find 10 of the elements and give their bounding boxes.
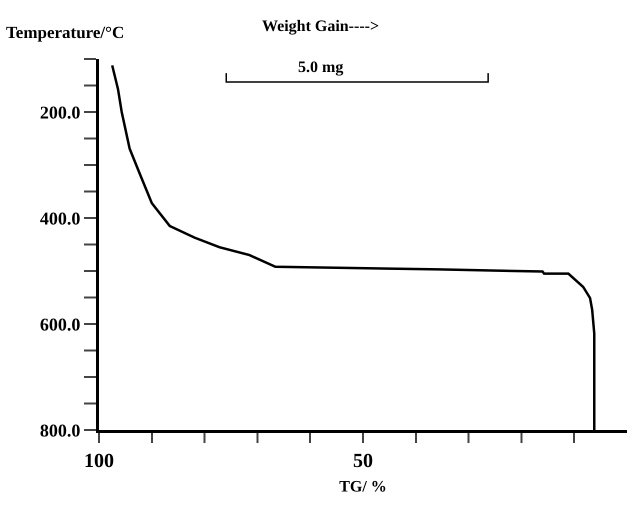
text: Weight Gain---->	[262, 18, 380, 35]
x-tick-label: 100	[84, 450, 114, 472]
y-tick-label: 600.0	[40, 314, 80, 334]
y-axis-title: Temperature/°C	[6, 23, 124, 42]
x-tick-label: 50	[353, 450, 373, 472]
x-axis-title: TG/ %	[339, 478, 387, 496]
y-tick-label: 400.0	[40, 208, 80, 228]
y-tick-label: 800.0	[40, 420, 80, 440]
y-tick-label: 200.0	[40, 102, 80, 122]
annotation: 5.0 mg	[298, 59, 344, 76]
